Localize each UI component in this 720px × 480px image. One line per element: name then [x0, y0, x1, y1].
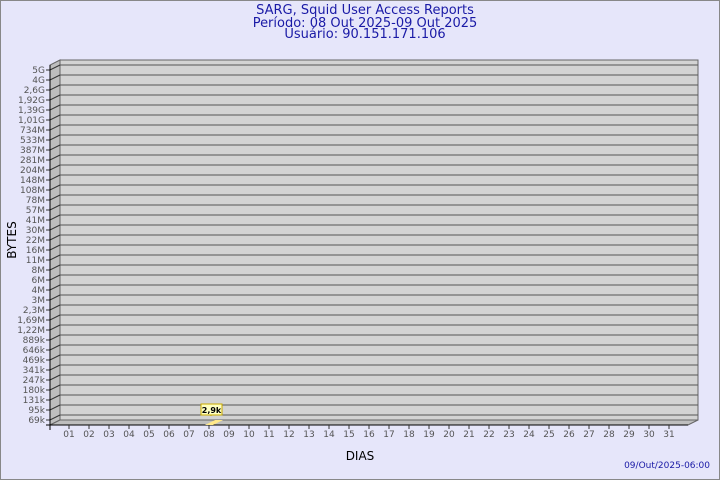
- x-tick-label: 16: [363, 430, 375, 440]
- y-tick-label: 95k: [28, 406, 45, 416]
- y-tick-label: 3M: [32, 296, 46, 306]
- y-tick-label: 8M: [32, 266, 46, 276]
- side-wall: [49, 59, 61, 426]
- x-tick-label: 19: [423, 430, 435, 440]
- x-tick-label: 13: [303, 430, 314, 440]
- x-tick-label: 02: [83, 430, 94, 440]
- x-tick-label: 05: [143, 430, 154, 440]
- y-tick-label: 16M: [26, 246, 45, 256]
- x-tick-label: 03: [103, 430, 114, 440]
- y-tick-label: 281M: [20, 156, 45, 166]
- x-tick-label: 15: [343, 430, 354, 440]
- y-tick-label: 148M: [20, 176, 45, 186]
- y-tick-label: 41M: [26, 216, 45, 226]
- x-tick-label: 20: [443, 430, 455, 440]
- generated-timestamp: 09/Out/2025-06:00: [624, 461, 710, 471]
- y-tick-label: 889k: [23, 336, 46, 346]
- y-tick-label: 387M: [20, 146, 45, 156]
- y-tick-label: 533M: [20, 136, 45, 146]
- x-tick-label: 31: [663, 430, 674, 440]
- x-tick-label: 09: [223, 430, 235, 440]
- y-tick-label: 1,39G: [18, 106, 45, 116]
- x-tick-label: 17: [383, 430, 394, 440]
- data-label-box: [200, 403, 223, 416]
- x-tick-label: 01: [63, 430, 74, 440]
- y-tick-label: 5G: [32, 66, 45, 76]
- y-tick-label: 2,3M: [23, 306, 45, 316]
- back-wall: [59, 59, 699, 421]
- x-tick-label: 10: [243, 430, 255, 440]
- y-tick-label: 69k: [28, 416, 45, 426]
- y-tick-label: 341k: [23, 366, 46, 376]
- y-tick-label: 78M: [26, 196, 45, 206]
- x-tick-label: 08: [203, 430, 215, 440]
- x-tick-label: 11: [263, 430, 274, 440]
- y-tick-label: 22M: [26, 236, 45, 246]
- x-tick-label: 12: [283, 430, 294, 440]
- data-label: 2,9k: [202, 406, 222, 415]
- y-tick-label: 131k: [23, 396, 46, 406]
- x-tick-label: 07: [183, 430, 194, 440]
- x-tick-label: 22: [483, 430, 494, 440]
- x-axis-title: DIAS: [346, 449, 375, 463]
- chart-user: Usuário: 90.151.171.106: [284, 27, 446, 42]
- x-tick-label: 30: [643, 430, 655, 440]
- x-tick-label: 26: [563, 430, 575, 440]
- x-tick-label: 06: [163, 430, 175, 440]
- y-tick-label: 247k: [23, 376, 46, 386]
- y-tick-label: 180k: [23, 386, 46, 396]
- x-tick-label: 21: [463, 430, 474, 440]
- y-tick-label: 1,01G: [18, 116, 45, 126]
- y-tick-label: 6M: [32, 276, 46, 286]
- y-tick-label: 57M: [26, 206, 45, 216]
- x-tick-label: 29: [623, 430, 635, 440]
- y-tick-label: 1,22M: [17, 326, 45, 336]
- x-tick-label: 24: [523, 430, 535, 440]
- y-tick-label: 204M: [20, 166, 45, 176]
- y-tick-label: 4G: [32, 76, 45, 86]
- y-axis-title: BYTES: [5, 221, 19, 258]
- y-tick-label: 11M: [26, 256, 45, 266]
- chart-title: SARG, Squid User Access Reports: [256, 3, 474, 18]
- y-tick-label: 4M: [32, 286, 46, 296]
- floor: [49, 419, 699, 426]
- chart-period: Período: 08 Out 2025-09 Out 2025: [252, 16, 478, 31]
- bar-day-08: [205, 420, 223, 425]
- y-tick-label: 1,92G: [18, 96, 45, 106]
- y-tick-label: 108M: [20, 186, 45, 196]
- y-tick-label: 646k: [23, 346, 46, 356]
- y-tick-label: 469k: [23, 356, 46, 366]
- y-tick-label: 1,69M: [17, 316, 45, 326]
- y-tick-label: 30M: [26, 226, 45, 236]
- x-tick-label: 27: [583, 430, 594, 440]
- x-tick-label: 04: [123, 430, 135, 440]
- x-tick-label: 14: [323, 430, 335, 440]
- x-tick-label: 25: [543, 430, 554, 440]
- x-tick-label: 28: [603, 430, 615, 440]
- y-tick-label: 734M: [20, 126, 45, 136]
- x-tick-label: 18: [403, 430, 415, 440]
- x-tick-label: 23: [503, 430, 514, 440]
- y-tick-label: 2,6G: [24, 86, 45, 96]
